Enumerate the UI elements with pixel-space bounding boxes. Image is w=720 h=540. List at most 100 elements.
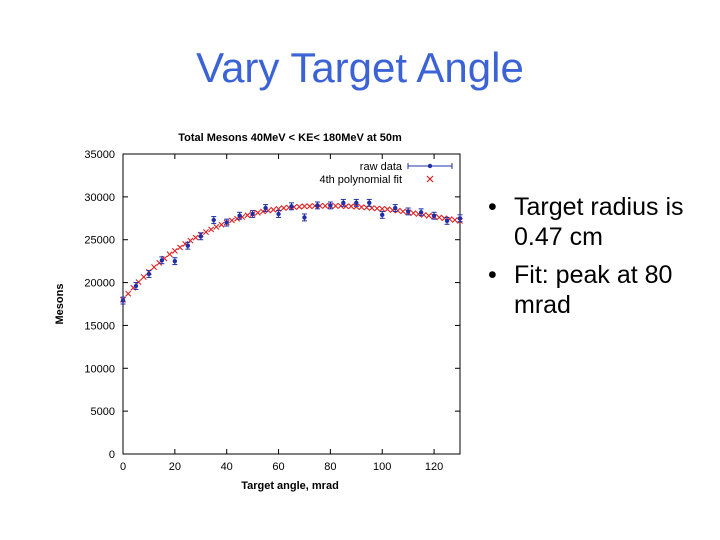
fit-point: [166, 251, 173, 258]
fit-point-stroke: [171, 247, 178, 254]
fit-point-stroke: [410, 210, 417, 217]
fit-point: [125, 290, 132, 297]
fit-point: [332, 202, 339, 209]
data-marker: [302, 215, 307, 220]
data-marker: [457, 216, 463, 221]
y-tick-label: 10000: [84, 363, 115, 375]
fit-point: [374, 205, 381, 212]
data-marker: [198, 234, 203, 239]
fit-point-stroke: [228, 217, 235, 224]
fit-point-stroke: [399, 208, 406, 215]
raw-data-point: [289, 202, 294, 211]
raw-data-point: [237, 211, 243, 220]
chart-title: Total Mesons 40MeV < KE< 180MeV at 50m: [178, 132, 402, 144]
raw-data-point: [392, 204, 398, 212]
data-marker: [250, 211, 255, 217]
fit-point-stroke: [358, 204, 365, 211]
data-marker: [431, 213, 437, 218]
fit-point-stroke: [384, 206, 391, 213]
fit-point: [135, 279, 142, 286]
fit-point-stroke: [342, 203, 349, 210]
bullet-text: Target radius is 0.47 cm: [514, 193, 684, 251]
fit-point: [451, 217, 458, 223]
x-tick-label: 20: [169, 461, 181, 473]
fit-point: [306, 203, 313, 210]
x-tick-label: 60: [272, 461, 284, 473]
raw-data-point: [263, 204, 269, 212]
raw-data-point: [301, 213, 307, 222]
fit-point: [270, 206, 277, 213]
y-tick-label: 5000: [91, 406, 115, 418]
fit-point-stroke: [270, 206, 277, 213]
legend: raw data 4th polynomial fit: [319, 161, 453, 186]
raw-data-point: [224, 218, 230, 227]
fit-point-stroke: [332, 202, 339, 209]
data-marker: [341, 200, 346, 206]
fit-point-stroke: [322, 202, 329, 209]
y-tick-label: 35000: [84, 149, 115, 161]
bullet-item-fit-peak: • Fit: peak at 80 mrad: [484, 260, 716, 320]
fit-point: [363, 204, 370, 211]
data-marker: [392, 205, 398, 211]
fit-point-stroke: [218, 221, 225, 228]
data-marker: [263, 205, 268, 211]
fit-point-stroke: [420, 211, 427, 218]
fit-point-stroke: [254, 209, 261, 216]
fit-point-stroke: [125, 290, 132, 297]
fit-point-stroke: [177, 244, 184, 251]
data-marker: [380, 212, 385, 218]
data-marker: [276, 211, 281, 217]
fit-point-stroke: [291, 204, 298, 211]
x-axis-label: Target angle, mrad: [241, 480, 339, 492]
data-marker: [354, 200, 359, 206]
fit-point: [208, 226, 215, 233]
fit-point-stroke: [151, 264, 158, 271]
x-tick-label: 40: [221, 461, 233, 473]
fit-point-stroke: [348, 203, 355, 210]
fit-point-stroke: [394, 207, 401, 214]
fit-point-stroke: [441, 215, 448, 222]
fit-point: [228, 217, 235, 224]
fit-point: [399, 208, 406, 215]
fit-point: [436, 214, 443, 221]
raw-data-point: [457, 214, 463, 223]
y-tick-label: 15000: [84, 320, 115, 332]
y-tick-label: 20000: [84, 278, 115, 290]
fit-series: [120, 202, 463, 303]
fit-point-stroke: [368, 205, 375, 211]
bullet-list: • Target radius is 0.47 cm • Fit: peak at …: [484, 192, 716, 328]
fit-point: [192, 234, 199, 241]
raw-data-point: [418, 208, 424, 217]
fit-point: [140, 274, 147, 280]
raw-data-point: [340, 198, 346, 207]
raw-data-point: [159, 256, 165, 265]
fit-point-stroke: [306, 203, 313, 210]
fit-point: [410, 210, 417, 217]
data-marker: [444, 218, 450, 224]
data-marker: [224, 220, 229, 225]
fit-point-stroke: [265, 207, 272, 214]
data-marker: [172, 258, 178, 264]
fit-point: [296, 203, 303, 210]
raw-data-point: [250, 210, 256, 218]
fit-point-stroke: [166, 251, 173, 258]
legend-label-fit: 4th polynomial fit: [319, 174, 402, 186]
bullet-dot: •: [488, 193, 497, 221]
raw-data-point: [172, 257, 178, 266]
slide-title: Vary Target Angle: [196, 44, 524, 91]
data-marker: [146, 271, 152, 277]
raw-data-point: [353, 198, 359, 207]
fit-point: [384, 206, 391, 213]
data-marker: [185, 243, 191, 248]
x-tick-label: 120: [425, 461, 443, 473]
raw-data-point: [314, 201, 320, 210]
raw-data-point: [211, 216, 217, 224]
fit-point: [301, 203, 308, 210]
raw-data-point: [185, 241, 191, 250]
raw-data-point: [133, 282, 139, 290]
fit-point: [213, 223, 220, 230]
x-tick-label: 80: [324, 461, 336, 473]
y-tick-label: 30000: [84, 192, 115, 204]
raw-data-point: [444, 216, 450, 225]
data-marker: [315, 203, 320, 208]
